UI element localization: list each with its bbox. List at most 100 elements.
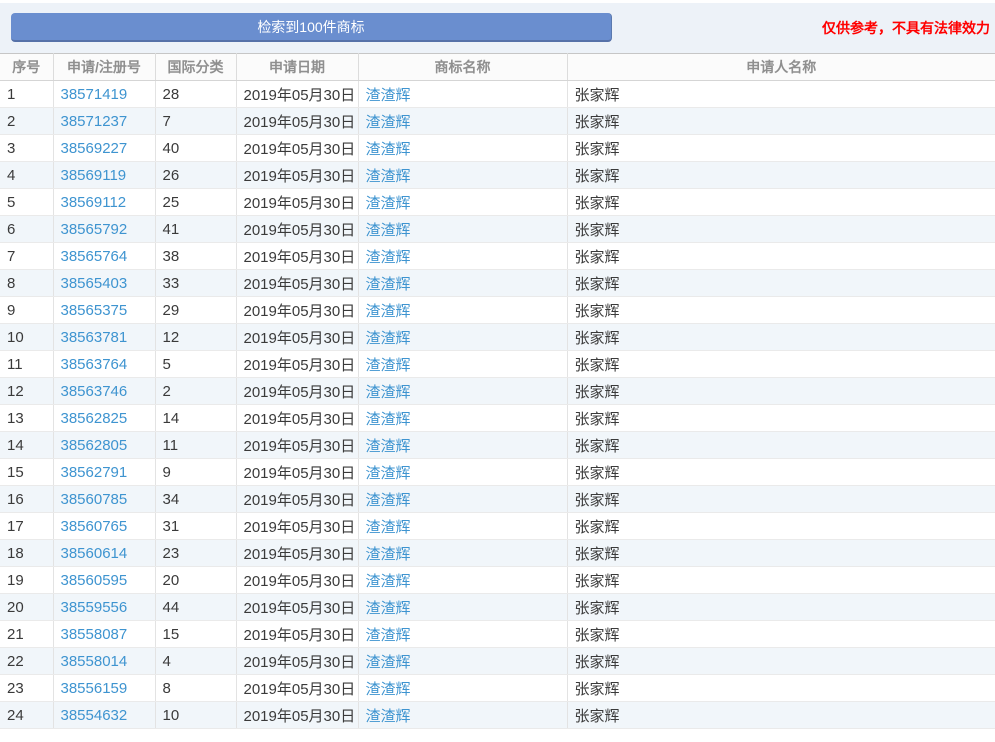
cell-applicant: 张家辉 — [567, 134, 995, 162]
table-row: 21 38558087 15 2019年05月30日 渣渣辉 张家辉 — [0, 620, 995, 648]
cell-index: 2 — [0, 107, 54, 135]
trademark-link[interactable]: 渣渣辉 — [365, 653, 411, 671]
cell-date: 2019年05月30日 — [236, 296, 359, 324]
reg-no-link[interactable]: 38563764 — [60, 355, 128, 373]
trademark-link[interactable]: 渣渣辉 — [365, 491, 411, 509]
trademark-link[interactable]: 渣渣辉 — [365, 626, 411, 644]
cell-trademark: 渣渣辉 — [358, 107, 568, 135]
trademark-link[interactable]: 渣渣辉 — [365, 221, 411, 239]
reg-no-link[interactable]: 38560595 — [60, 571, 128, 589]
cell-applicant: 张家辉 — [567, 269, 995, 297]
cell-trademark: 渣渣辉 — [358, 539, 568, 567]
cell-intl-class: 11 — [155, 431, 237, 459]
cell-applicant: 张家辉 — [567, 296, 995, 324]
cell-applicant: 张家辉 — [567, 512, 995, 540]
cell-intl-class: 40 — [155, 134, 237, 162]
reg-no-link[interactable]: 38560765 — [60, 517, 128, 535]
trademark-link[interactable]: 渣渣辉 — [365, 383, 411, 401]
reg-no-link[interactable]: 38569112 — [60, 193, 127, 211]
cell-date: 2019年05月30日 — [236, 161, 359, 189]
cell-reg-no: 38569119 — [53, 161, 156, 189]
reg-no-link[interactable]: 38559556 — [60, 598, 128, 616]
trademark-link[interactable]: 渣渣辉 — [365, 113, 411, 131]
cell-reg-no: 38558087 — [53, 620, 156, 648]
cell-date: 2019年05月30日 — [236, 593, 359, 621]
table-row: 7 38565764 38 2019年05月30日 渣渣辉 张家辉 — [0, 242, 995, 270]
trademark-link[interactable]: 渣渣辉 — [365, 707, 411, 725]
reg-no-link[interactable]: 38558087 — [60, 625, 128, 643]
cell-trademark: 渣渣辉 — [358, 566, 568, 594]
table-row: 12 38563746 2 2019年05月30日 渣渣辉 张家辉 — [0, 377, 995, 405]
trademark-link[interactable]: 渣渣辉 — [365, 437, 411, 455]
trademark-link[interactable]: 渣渣辉 — [365, 248, 411, 266]
cell-reg-no: 38571237 — [53, 107, 156, 135]
trademark-link[interactable]: 渣渣辉 — [365, 329, 411, 347]
reg-no-link[interactable]: 38560785 — [60, 490, 128, 508]
cell-reg-no: 38571419 — [53, 80, 156, 108]
table-row: 22 38558014 4 2019年05月30日 渣渣辉 张家辉 — [0, 647, 995, 675]
trademark-link[interactable]: 渣渣辉 — [365, 572, 411, 590]
reg-no-link[interactable]: 38563746 — [60, 382, 128, 400]
col-header-index: 序号 — [0, 53, 54, 81]
cell-intl-class: 4 — [155, 647, 237, 675]
trademark-link[interactable]: 渣渣辉 — [365, 140, 411, 158]
reg-no-link[interactable]: 38569119 — [60, 166, 127, 184]
cell-intl-class: 5 — [155, 350, 237, 378]
cell-applicant: 张家辉 — [567, 377, 995, 405]
reg-no-link[interactable]: 38569227 — [60, 139, 128, 157]
table-row: 4 38569119 26 2019年05月30日 渣渣辉 张家辉 — [0, 161, 995, 189]
reg-no-link[interactable]: 38565764 — [60, 247, 128, 265]
reg-no-link[interactable]: 38558014 — [60, 652, 128, 670]
cell-reg-no: 38560595 — [53, 566, 156, 594]
reg-no-link[interactable]: 38554632 — [60, 706, 128, 724]
reg-no-link[interactable]: 38562805 — [60, 436, 128, 454]
cell-reg-no: 38562825 — [53, 404, 156, 432]
cell-index: 13 — [0, 404, 54, 432]
cell-trademark: 渣渣辉 — [358, 323, 568, 351]
trademark-link[interactable]: 渣渣辉 — [365, 86, 411, 104]
trademark-link[interactable]: 渣渣辉 — [365, 410, 411, 428]
table-row: 14 38562805 11 2019年05月30日 渣渣辉 张家辉 — [0, 431, 995, 459]
cell-trademark: 渣渣辉 — [358, 80, 568, 108]
reg-no-link[interactable]: 38562791 — [60, 463, 128, 481]
cell-index: 1 — [0, 80, 54, 108]
disclaimer-text: 仅供参考，不具有法律效力 — [822, 20, 990, 36]
table-row: 17 38560765 31 2019年05月30日 渣渣辉 张家辉 — [0, 512, 995, 540]
trademark-link[interactable]: 渣渣辉 — [365, 167, 411, 185]
reg-no-link[interactable]: 38571419 — [60, 85, 128, 103]
reg-no-link[interactable]: 38565792 — [60, 220, 128, 238]
cell-intl-class: 2 — [155, 377, 237, 405]
reg-no-link[interactable]: 38562825 — [60, 409, 128, 427]
cell-reg-no: 38560765 — [53, 512, 156, 540]
cell-date: 2019年05月30日 — [236, 80, 359, 108]
reg-no-link[interactable]: 38571237 — [60, 112, 128, 130]
trademark-link[interactable]: 渣渣辉 — [365, 599, 411, 617]
trademark-link[interactable]: 渣渣辉 — [365, 302, 411, 320]
trademark-link[interactable]: 渣渣辉 — [365, 275, 411, 293]
trademark-link[interactable]: 渣渣辉 — [365, 194, 411, 212]
reg-no-link[interactable]: 38565375 — [60, 301, 128, 319]
reg-no-link[interactable]: 38560614 — [60, 544, 128, 562]
col-header-date: 申请日期 — [236, 53, 359, 81]
cell-intl-class: 33 — [155, 269, 237, 297]
topbar: 检索到100件商标 仅供参考，不具有法律效力 — [0, 3, 995, 53]
reg-no-link[interactable]: 38563781 — [60, 328, 128, 346]
cell-applicant: 张家辉 — [567, 593, 995, 621]
cell-reg-no: 38569112 — [53, 188, 156, 216]
cell-applicant: 张家辉 — [567, 539, 995, 567]
reg-no-link[interactable]: 38565403 — [60, 274, 128, 292]
reg-no-link[interactable]: 38556159 — [60, 679, 128, 697]
cell-index: 6 — [0, 215, 54, 243]
trademark-link[interactable]: 渣渣辉 — [365, 680, 411, 698]
trademark-link[interactable]: 渣渣辉 — [365, 518, 411, 536]
trademark-link[interactable]: 渣渣辉 — [365, 464, 411, 482]
table-row: 2 38571237 7 2019年05月30日 渣渣辉 张家辉 — [0, 107, 995, 135]
trademark-link[interactable]: 渣渣辉 — [365, 545, 411, 563]
cell-date: 2019年05月30日 — [236, 242, 359, 270]
cell-date: 2019年05月30日 — [236, 512, 359, 540]
cell-date: 2019年05月30日 — [236, 215, 359, 243]
cell-reg-no: 38560785 — [53, 485, 156, 513]
cell-reg-no: 38558014 — [53, 647, 156, 675]
result-count-banner[interactable]: 检索到100件商标 — [11, 13, 612, 42]
trademark-link[interactable]: 渣渣辉 — [365, 356, 411, 374]
